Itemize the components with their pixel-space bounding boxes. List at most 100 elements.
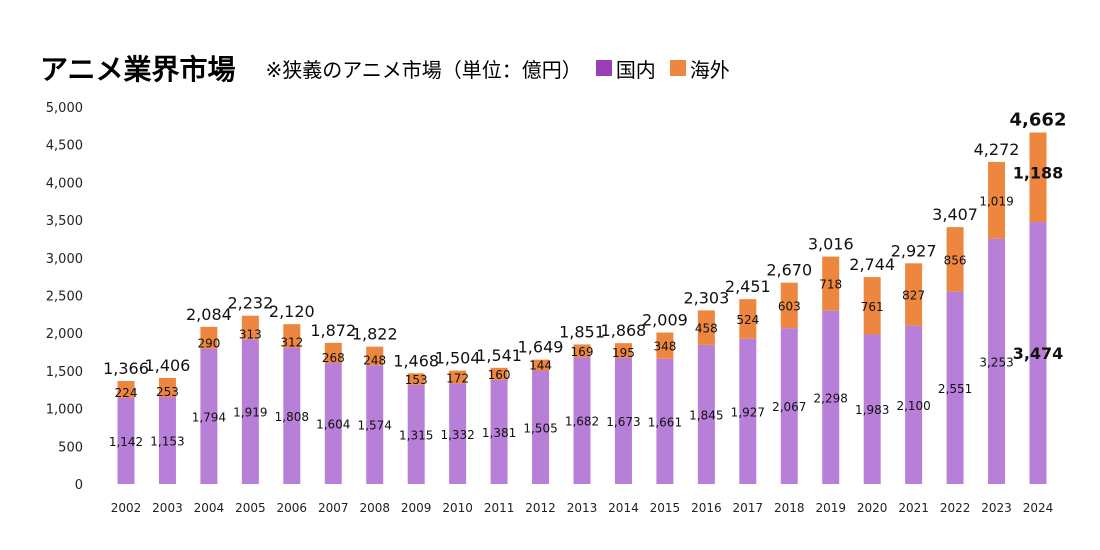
bar-overseas <box>946 227 964 292</box>
bar-overseas <box>283 324 301 348</box>
x-tick-label: 2024 <box>1023 501 1054 515</box>
bar-overseas <box>366 346 384 366</box>
bar-overseas <box>656 332 674 359</box>
legend-label-domestic: 国内 <box>615 57 656 82</box>
bar-domestic <box>573 357 591 484</box>
x-tick-label: 2019 <box>815 501 846 515</box>
legend-entry-overseas: 海外 <box>669 54 730 83</box>
total-label: 2,670 <box>766 261 812 280</box>
total-label: 2,927 <box>891 241 937 260</box>
data-label-overseas: 195 <box>612 346 635 360</box>
x-tick-label: 2007 <box>318 501 349 515</box>
y-tick-label: 2,500 <box>46 290 83 305</box>
data-label-domestic: 1,983 <box>855 403 889 417</box>
bar-overseas <box>490 367 508 380</box>
x-tick-label: 2006 <box>277 501 308 515</box>
legend-entry-domestic: 国内 <box>595 54 656 83</box>
data-label-domestic: 1,153 <box>150 435 184 449</box>
x-tick-label: 2003 <box>152 501 183 515</box>
bar-domestic <box>117 397 135 484</box>
bar-domestic <box>863 334 881 484</box>
data-label-domestic: 1,604 <box>316 418 350 432</box>
data-label-domestic: 1,661 <box>648 415 682 429</box>
data-label-overseas: 348 <box>653 340 676 354</box>
data-label-domestic: 2,551 <box>938 382 972 396</box>
data-label-overseas: 169 <box>571 345 594 359</box>
total-label: 1,868 <box>601 321 647 340</box>
chart-subtitle: ※狭義のアニメ市場（単位：億円） <box>265 57 582 82</box>
y-tick-label: 3,500 <box>46 214 83 229</box>
bar-domestic <box>1029 222 1047 484</box>
bar-overseas <box>241 315 259 340</box>
bar-overseas <box>905 263 923 326</box>
data-label-overseas: 253 <box>156 385 179 399</box>
bar-overseas <box>614 343 632 358</box>
x-tick-label: 2018 <box>774 501 805 515</box>
data-label-domestic: 1,381 <box>482 426 516 440</box>
data-label-overseas: 458 <box>695 322 718 336</box>
x-tick-label: 2017 <box>733 501 764 515</box>
bar-domestic <box>449 383 467 484</box>
data-label-domestic: 1,845 <box>689 408 723 422</box>
bar-overseas <box>407 373 425 385</box>
data-label-domestic: 2,298 <box>814 391 848 405</box>
y-tick-label: 1,500 <box>46 365 83 380</box>
bar-overseas <box>573 344 591 358</box>
bar-domestic <box>780 328 798 484</box>
data-label-domestic: 2,100 <box>896 399 930 413</box>
bar-overseas <box>863 277 881 335</box>
total-label: 2,120 <box>269 302 315 321</box>
data-label-domestic: 1,505 <box>523 421 557 435</box>
bar-overseas <box>449 370 467 384</box>
bar-overseas <box>324 342 342 364</box>
data-label-overseas: 761 <box>861 300 884 314</box>
bar-domestic <box>697 344 715 484</box>
total-label: 2,744 <box>849 255 895 274</box>
total-label: 1,872 <box>310 321 356 340</box>
x-tick-label: 2008 <box>359 501 390 515</box>
data-label-domestic: 1,332 <box>440 428 474 442</box>
x-tick-label: 2009 <box>401 501 432 515</box>
bar-overseas <box>697 310 715 345</box>
bar-overseas <box>200 326 218 349</box>
data-label-domestic: 2,067 <box>772 400 806 414</box>
bar-overseas <box>158 377 176 398</box>
data-label-overseas: 856 <box>944 253 967 267</box>
total-label: 1,406 <box>145 356 191 375</box>
total-label: 1,822 <box>352 325 398 344</box>
x-tick-label: 2002 <box>111 501 142 515</box>
x-tick-label: 2014 <box>608 501 639 515</box>
total-label: 2,232 <box>227 294 273 313</box>
total-label: 1,541 <box>476 346 522 365</box>
data-label-domestic: 3,474 <box>1013 344 1064 363</box>
data-label-overseas: 160 <box>488 368 511 382</box>
data-label-domestic: 3,253 <box>979 355 1013 369</box>
x-tick-label: 2020 <box>857 501 888 515</box>
x-tick-label: 2016 <box>691 501 722 515</box>
bar-domestic <box>283 347 301 484</box>
data-label-overseas: 290 <box>197 337 220 351</box>
y-tick-label: 4,000 <box>46 176 83 191</box>
total-label: 4,662 <box>1010 109 1067 130</box>
total-label: 3,016 <box>808 235 854 254</box>
x-tick-label: 2005 <box>235 501 266 515</box>
bar-domestic <box>407 384 425 484</box>
bar-domestic <box>158 397 176 484</box>
y-tick-label: 4,500 <box>46 139 83 154</box>
x-tick-label: 2021 <box>898 501 929 515</box>
x-tick-label: 2010 <box>442 501 473 515</box>
bar-domestic <box>614 357 632 484</box>
x-tick-label: 2023 <box>981 501 1012 515</box>
data-label-domestic: 1,682 <box>565 415 599 429</box>
bar-domestic <box>988 238 1006 484</box>
data-label-overseas: 718 <box>819 278 842 292</box>
data-label-overseas: 153 <box>405 373 428 387</box>
x-tick-label: 2012 <box>525 501 556 515</box>
data-label-overseas: 248 <box>363 353 386 367</box>
total-label: 2,009 <box>642 311 688 330</box>
x-tick-label: 2011 <box>484 501 515 515</box>
bar-domestic <box>822 310 840 484</box>
bar-domestic <box>241 339 259 484</box>
bar-domestic <box>490 379 508 484</box>
